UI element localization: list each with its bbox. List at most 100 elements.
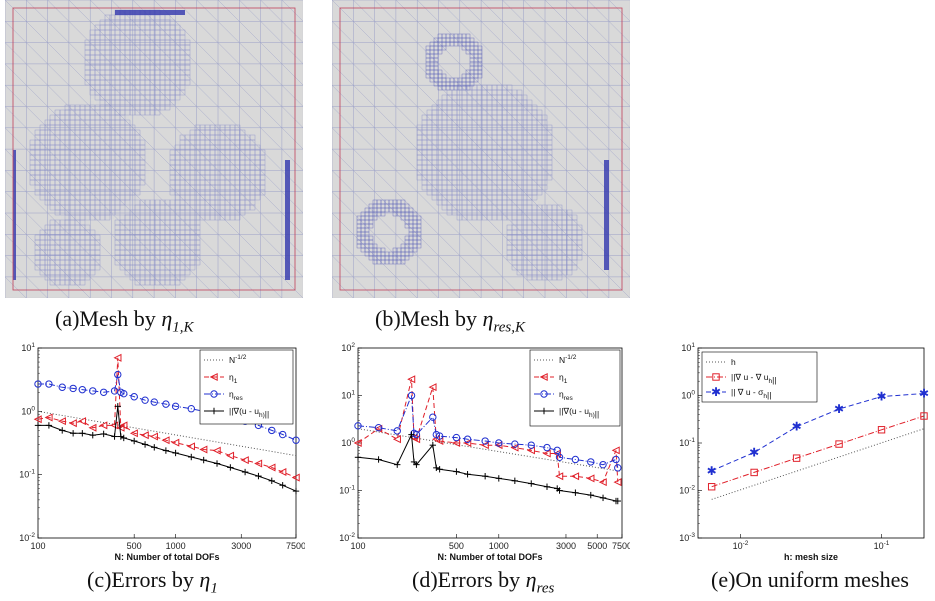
mesh-cell — [516, 244, 523, 251]
data-point — [375, 456, 382, 463]
mesh-cell — [511, 224, 518, 231]
mesh-cell — [129, 59, 136, 66]
mesh-cell — [531, 134, 538, 141]
mesh-cell — [433, 49, 439, 55]
mesh-cell — [506, 119, 513, 126]
mesh-cell — [59, 184, 66, 191]
mesh-cell — [446, 194, 453, 201]
mesh-cell — [94, 109, 101, 116]
legend-item: η1 — [204, 372, 238, 385]
mesh-cell — [521, 219, 528, 226]
mesh-cell — [154, 274, 161, 281]
mesh-cell — [471, 134, 478, 141]
mesh-cell — [516, 214, 523, 221]
mesh-cell — [506, 109, 513, 116]
mesh-cell — [526, 224, 533, 231]
mesh-cell — [511, 234, 518, 241]
mesh-cell — [184, 199, 191, 206]
mesh-cell — [209, 139, 216, 146]
mesh-cell — [531, 204, 538, 211]
data-point — [278, 430, 287, 439]
mesh-cell — [224, 164, 231, 171]
mesh-cell — [456, 129, 463, 136]
mesh-cell — [364, 207, 370, 213]
mesh-cell — [104, 114, 111, 121]
mesh-cell — [69, 159, 76, 166]
mesh-cell — [546, 174, 553, 181]
data-point — [210, 407, 218, 415]
mesh-cell — [124, 259, 131, 266]
mesh-cell — [99, 129, 106, 136]
mesh-cell — [416, 219, 422, 225]
mesh-cell — [29, 174, 36, 181]
mesh-cell — [84, 179, 91, 186]
mesh-cell — [189, 219, 196, 226]
data-point: ✱ — [792, 420, 802, 434]
mesh-cell — [169, 279, 176, 286]
mesh-cell — [441, 149, 448, 156]
mesh-cell — [39, 164, 46, 171]
mesh-cell — [516, 114, 523, 121]
mesh-cell — [456, 199, 463, 206]
mesh-cell — [34, 264, 41, 271]
mesh-cell — [99, 74, 106, 81]
mesh-diagonal — [239, 0, 303, 64]
mesh-cell — [134, 94, 141, 101]
mesh-cell — [99, 34, 106, 41]
mesh-cell — [119, 99, 126, 106]
mesh-cell — [109, 159, 116, 166]
mesh-cell — [244, 169, 251, 176]
mesh-cell — [496, 199, 503, 206]
mesh-cell — [481, 134, 488, 141]
mesh-cell — [416, 174, 423, 181]
mesh-diagonal — [332, 212, 418, 298]
mesh-cell — [244, 149, 251, 156]
mesh-cell — [426, 124, 433, 131]
mesh-cell — [511, 259, 518, 266]
mesh-cell — [421, 154, 428, 161]
mesh-cell — [546, 134, 553, 141]
mesh-cell — [139, 54, 146, 61]
mesh-cell — [119, 189, 126, 196]
mesh-cell — [129, 204, 136, 211]
data-point — [186, 442, 195, 451]
legend-label: h — [731, 357, 736, 367]
mesh-cell — [466, 209, 473, 216]
mesh-cell — [114, 124, 121, 131]
series-triangle-left — [33, 353, 300, 482]
mesh-cell — [526, 264, 533, 271]
mesh-cell — [436, 134, 443, 141]
mesh-cell — [134, 29, 141, 36]
mesh-cell — [471, 174, 478, 181]
mesh-cell — [104, 194, 111, 201]
mesh-cell — [392, 199, 398, 205]
mesh-cell — [400, 247, 406, 253]
mesh-cell — [199, 189, 206, 196]
mesh-cell — [481, 109, 488, 116]
mesh-cell — [204, 129, 211, 136]
mesh-cell — [179, 79, 186, 86]
mesh-cell — [471, 204, 478, 211]
mesh-cell — [134, 139, 141, 146]
mesh-cell — [199, 184, 206, 191]
mesh-cell — [184, 139, 191, 146]
mesh-cell — [461, 99, 468, 106]
mesh-cell — [184, 79, 191, 86]
mesh-cell — [74, 114, 81, 121]
data-point — [99, 388, 108, 396]
mesh-cell — [119, 49, 126, 56]
mesh-cell — [384, 207, 390, 213]
mesh-cell — [174, 24, 181, 31]
mesh-cell — [214, 134, 221, 141]
mesh-cell — [521, 179, 528, 186]
mesh-cell — [39, 169, 46, 176]
data-point — [435, 432, 444, 440]
mesh-cell — [94, 169, 101, 176]
mesh-cell — [496, 89, 503, 96]
mesh-cell — [189, 214, 196, 221]
mesh-cell — [124, 74, 131, 81]
mesh-cell — [164, 59, 171, 66]
mesh-cell — [486, 209, 493, 216]
mesh-cell — [89, 129, 96, 136]
